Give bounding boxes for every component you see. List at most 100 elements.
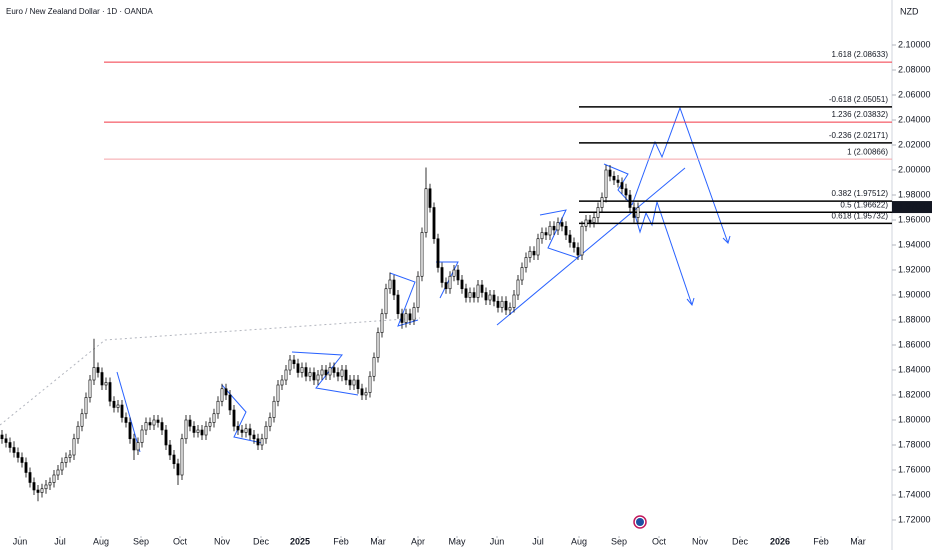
fib-label: 0.5 (1.96622): [840, 200, 888, 209]
candle-body: [76, 425, 80, 440]
candle-body: [428, 188, 432, 208]
y-tick-label: 1.84000: [898, 364, 931, 374]
candle-body: [36, 489, 40, 493]
candle-body: [332, 367, 336, 373]
x-tick-label: Feb: [813, 536, 829, 546]
candle-body: [48, 482, 52, 486]
candle-body: [308, 372, 312, 377]
candle-body: [24, 462, 28, 473]
candle-body: [228, 394, 232, 411]
candle-body: [8, 442, 12, 448]
candle-body: [212, 413, 216, 423]
candle-body: [568, 234, 572, 243]
candle-body: [4, 438, 8, 443]
candle-body: [500, 300, 504, 308]
candle-body: [340, 369, 344, 377]
candle-body: [28, 472, 32, 483]
candle-body: [132, 438, 136, 451]
y-tick-label: 1.94000: [898, 239, 931, 249]
x-tick-label: Nov: [214, 536, 231, 546]
candle-body: [584, 219, 588, 227]
y-tick-label: 1.82000: [898, 389, 931, 399]
candle-body: [128, 422, 132, 440]
candle-body: [376, 332, 380, 358]
candle-body: [240, 429, 244, 433]
x-tick-label: Oct: [652, 536, 667, 546]
x-tick-label: Mar: [850, 536, 866, 546]
candle-body: [552, 225, 556, 231]
candle-body: [268, 417, 272, 427]
candle-body: [176, 463, 180, 476]
projection-path: [632, 200, 693, 306]
candle-body: [96, 367, 100, 373]
candle-body: [320, 369, 324, 376]
candle-body: [432, 207, 436, 240]
candle-body: [372, 357, 376, 377]
y-tick-label: 1.86000: [898, 339, 931, 349]
candle-body: [608, 169, 612, 177]
candle-body: [556, 222, 560, 231]
currency-label: NZD: [900, 6, 919, 16]
candle-body: [480, 284, 484, 293]
candle-body: [84, 397, 88, 415]
candle-body: [236, 425, 240, 431]
candle-body: [560, 222, 564, 227]
candle-body: [604, 169, 608, 198]
candle-body: [124, 417, 128, 423]
candle-body: [88, 379, 92, 398]
candle-body: [196, 429, 200, 433]
fib-label: 1.618 (2.08633): [832, 50, 889, 59]
candle-body: [400, 313, 404, 323]
x-tick-label: 2026: [770, 536, 790, 546]
y-tick-label: 2.06000: [898, 89, 931, 99]
candle-body: [636, 207, 640, 218]
candle-body: [264, 425, 268, 440]
drawings: [0, 61, 892, 453]
candle-body: [272, 400, 276, 418]
candle-body: [472, 292, 476, 298]
y-tick-label: 2.00000: [898, 164, 931, 174]
candle-body: [160, 422, 164, 431]
trend-line: [496, 167, 686, 326]
candle-body: [392, 279, 396, 296]
y-tick-label: 1.80000: [898, 414, 931, 424]
x-tick-label: May: [448, 536, 466, 546]
candle-body: [136, 442, 140, 451]
candle-body: [156, 419, 160, 423]
last-price-label: 1.97036: [898, 201, 931, 211]
fib-label: 0.618 (1.95732): [832, 211, 889, 220]
fib-label: -0.236 (2.02171): [829, 131, 888, 140]
candle-body: [152, 419, 156, 426]
candle-body: [440, 267, 444, 283]
candle-body: [144, 422, 148, 431]
candle-body: [416, 275, 420, 308]
x-tick-label: Dec: [253, 536, 270, 546]
candle-body: [188, 419, 192, 427]
candle-body: [100, 372, 104, 386]
candle-body: [352, 379, 356, 386]
candle-body: [456, 269, 460, 281]
candle-body: [316, 374, 320, 381]
candle-body: [208, 422, 212, 427]
y-tick-label: 1.74000: [898, 489, 931, 499]
candle-body: [172, 454, 176, 465]
candle-body: [248, 428, 252, 436]
candle-body: [348, 379, 352, 386]
candle-body: [20, 457, 24, 463]
candle-body: [32, 482, 36, 491]
candle-body: [324, 369, 328, 376]
x-tick-label: Feb: [333, 536, 349, 546]
candle-body: [364, 392, 368, 396]
candle-body: [488, 294, 492, 301]
x-tick-label: Nov: [692, 536, 709, 546]
candle-body: [404, 313, 408, 323]
candle-body: [572, 242, 576, 248]
pattern-line: [603, 163, 633, 206]
x-tick-label: Sep: [133, 536, 149, 546]
y-tick-label: 1.90000: [898, 289, 931, 299]
candle-body: [624, 188, 628, 196]
candle-body: [444, 282, 448, 290]
candle-body: [524, 257, 528, 268]
